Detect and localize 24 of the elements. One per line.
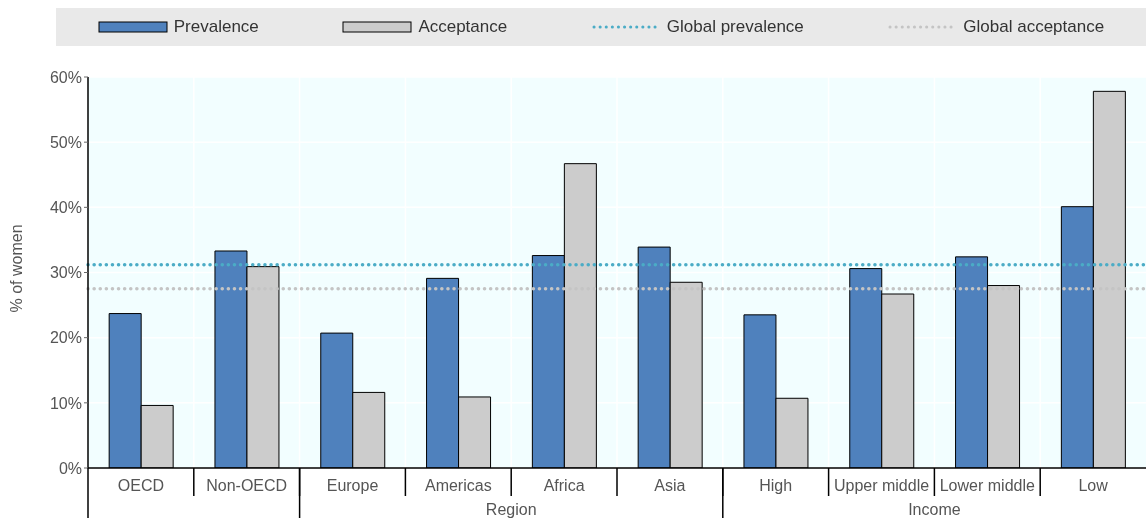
y-tick-label: 50% [49,133,82,151]
y-tick-label: 20% [49,329,82,347]
x-tick-label: Europe [326,477,379,495]
x-tick-label: Africa [543,477,585,495]
x-tick-label: Low [1078,477,1109,495]
y-tick-label: 10% [49,394,82,412]
x-tick-label: Asia [654,477,686,495]
legend-label: Prevalence [173,17,259,37]
y-tick-label: 30% [49,264,82,282]
y-tick-label: 0% [58,459,82,477]
legend-label: Global prevalence [666,17,804,37]
text: Income [908,501,961,518]
x-tick-label: Americas [424,477,492,495]
x-tick-label: OECD [117,477,165,495]
x-tick-label: Non-OECD [206,477,288,495]
text: Region [485,501,537,518]
x-tick-label: Lower middle [939,477,1035,495]
legend-label: Global acceptance [963,17,1105,37]
x-tick-label: High [759,477,793,495]
legend-label: Acceptance [418,17,508,37]
y-axis-title: % of women [7,224,25,313]
y-tick-label: 60% [49,68,82,86]
x-tick-label: Upper middle [833,477,930,495]
y-tick-label: 40% [49,199,82,217]
